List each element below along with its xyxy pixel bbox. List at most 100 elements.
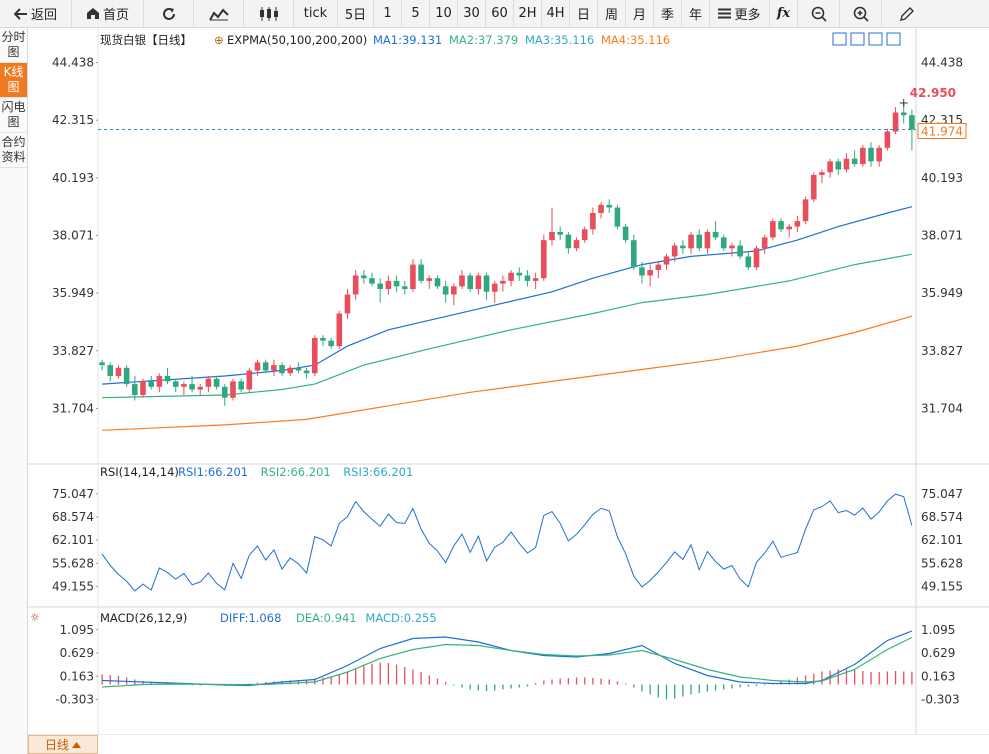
period-month[interactable]: 月 — [626, 0, 654, 28]
candle-body — [868, 147, 874, 162]
back-button[interactable]: 返回 — [0, 0, 72, 28]
candle-body — [132, 384, 138, 395]
period-label: 4H — [546, 6, 565, 21]
period-label: 月 — [632, 8, 646, 23]
candle-body — [213, 378, 220, 387]
zoom-out-button[interactable] — [798, 0, 840, 28]
period-day[interactable]: 日 — [570, 0, 598, 28]
period-label: 年 — [688, 8, 702, 23]
candle-body — [565, 234, 572, 249]
legend-item: MA2:37.379 — [449, 33, 518, 47]
sidebar-item-kline[interactable]: K线图 — [0, 63, 27, 98]
y-tick-label-right: 33.827 — [921, 344, 963, 358]
candle-body — [393, 280, 400, 287]
y-tick-label-left: 44.438 — [52, 56, 94, 70]
y-tick-label-left: -0.303 — [55, 693, 94, 707]
candle-body — [442, 286, 449, 295]
period-year[interactable]: 年 — [682, 0, 710, 28]
candle-body — [254, 362, 261, 371]
period-label: 30 — [463, 6, 480, 21]
candle-body — [794, 221, 801, 227]
period-30min[interactable]: 30 — [458, 0, 486, 28]
candle-body — [197, 386, 204, 390]
y-tick-label-left: 62.101 — [52, 533, 94, 547]
candle-body — [230, 381, 236, 398]
candle-body — [483, 275, 490, 292]
sidebar-item-contract[interactable]: 合约资料 — [0, 133, 27, 168]
candle-body — [655, 264, 662, 271]
y-tick-label-right: 62.101 — [921, 533, 963, 547]
candle-body — [590, 212, 596, 230]
candle-body — [778, 221, 784, 230]
candle-body — [606, 204, 613, 208]
legend-item: RSI1:66.201 — [178, 465, 248, 479]
sidebar-item-flash[interactable]: 闪电图 — [0, 98, 27, 133]
candle-body — [573, 240, 580, 249]
home-icon — [86, 8, 99, 19]
period-week[interactable]: 周 — [598, 0, 626, 28]
candle-type-button[interactable] — [244, 0, 294, 28]
draw-button[interactable] — [882, 0, 932, 28]
tick-button[interactable]: tick — [294, 0, 338, 28]
y-tick-label-left: 40.193 — [52, 171, 94, 185]
candle-body — [524, 275, 531, 281]
refresh-icon — [162, 7, 175, 20]
candle-body — [271, 365, 277, 371]
candle-body — [287, 367, 294, 374]
candle-body — [320, 337, 326, 341]
candle-body — [434, 278, 441, 287]
more-button[interactable]: 更多 — [710, 0, 770, 28]
candle-body — [107, 365, 114, 376]
home-button[interactable]: 首页 — [72, 0, 144, 28]
candle-body — [770, 221, 776, 238]
y-tick-label-right: 68.574 — [921, 510, 963, 524]
legend-item: MA3:35.116 — [525, 33, 594, 47]
period-1min[interactable]: 1 — [374, 0, 402, 28]
period-2h[interactable]: 2H — [514, 0, 542, 28]
candle-body — [802, 199, 809, 222]
candle-body — [156, 375, 163, 387]
candle-body — [745, 256, 752, 268]
y-tick-label-left: 68.574 — [52, 510, 94, 524]
period-10min[interactable]: 10 — [430, 0, 458, 28]
y-tick-label-left: 49.155 — [52, 579, 94, 593]
period-quarter[interactable]: 季 — [654, 0, 682, 28]
ma-line-MA4 — [102, 315, 913, 431]
ma-line-MA2 — [102, 253, 913, 399]
y-tick-label-right: 49.155 — [921, 579, 963, 593]
rsi-title: RSI(14,14,14) — [100, 465, 179, 479]
zoom-in-button[interactable] — [840, 0, 882, 28]
y-tick-label-left: 33.827 — [52, 344, 94, 358]
refresh-button[interactable] — [144, 0, 194, 28]
legend-item: MACD:0.255 — [365, 611, 436, 625]
legend-item: RSI2:66.201 — [261, 465, 331, 479]
candle-body — [900, 112, 907, 116]
candle-body — [909, 115, 915, 130]
period-60min[interactable]: 60 — [486, 0, 514, 28]
period-4h[interactable]: 4H — [542, 0, 570, 28]
sidebar: 分时图 K线图 闪电图 合约资料 — [0, 28, 28, 754]
chart-type-button[interactable] — [194, 0, 244, 28]
candle-body — [500, 280, 506, 284]
candle-body — [262, 362, 269, 371]
period-5day[interactable]: 5日 — [338, 0, 374, 28]
period-selector[interactable]: 日线 — [28, 735, 98, 754]
candle-body — [361, 275, 367, 279]
candle-body — [418, 264, 424, 281]
candle-body — [737, 245, 743, 257]
candle-icon — [259, 6, 278, 21]
y-tick-label-left: 0.629 — [60, 646, 94, 660]
y-tick-label-left: 35.949 — [52, 286, 94, 300]
period-5min[interactable]: 5 — [402, 0, 430, 28]
candle-body — [892, 112, 899, 132]
tick-label: tick — [303, 6, 328, 21]
toolbar: 返回 首页 tick 5日 1 5 10 30 60 2H 4H 日 周 月 季… — [0, 0, 989, 28]
candle-body — [753, 248, 760, 268]
sidebar-item-timeshare[interactable]: 分时图 — [0, 28, 27, 63]
current-price-box — [917, 122, 967, 139]
candle-body — [843, 158, 850, 170]
candle-body — [369, 278, 375, 284]
formula-button[interactable]: fx — [770, 0, 798, 28]
candle-body — [696, 234, 703, 249]
